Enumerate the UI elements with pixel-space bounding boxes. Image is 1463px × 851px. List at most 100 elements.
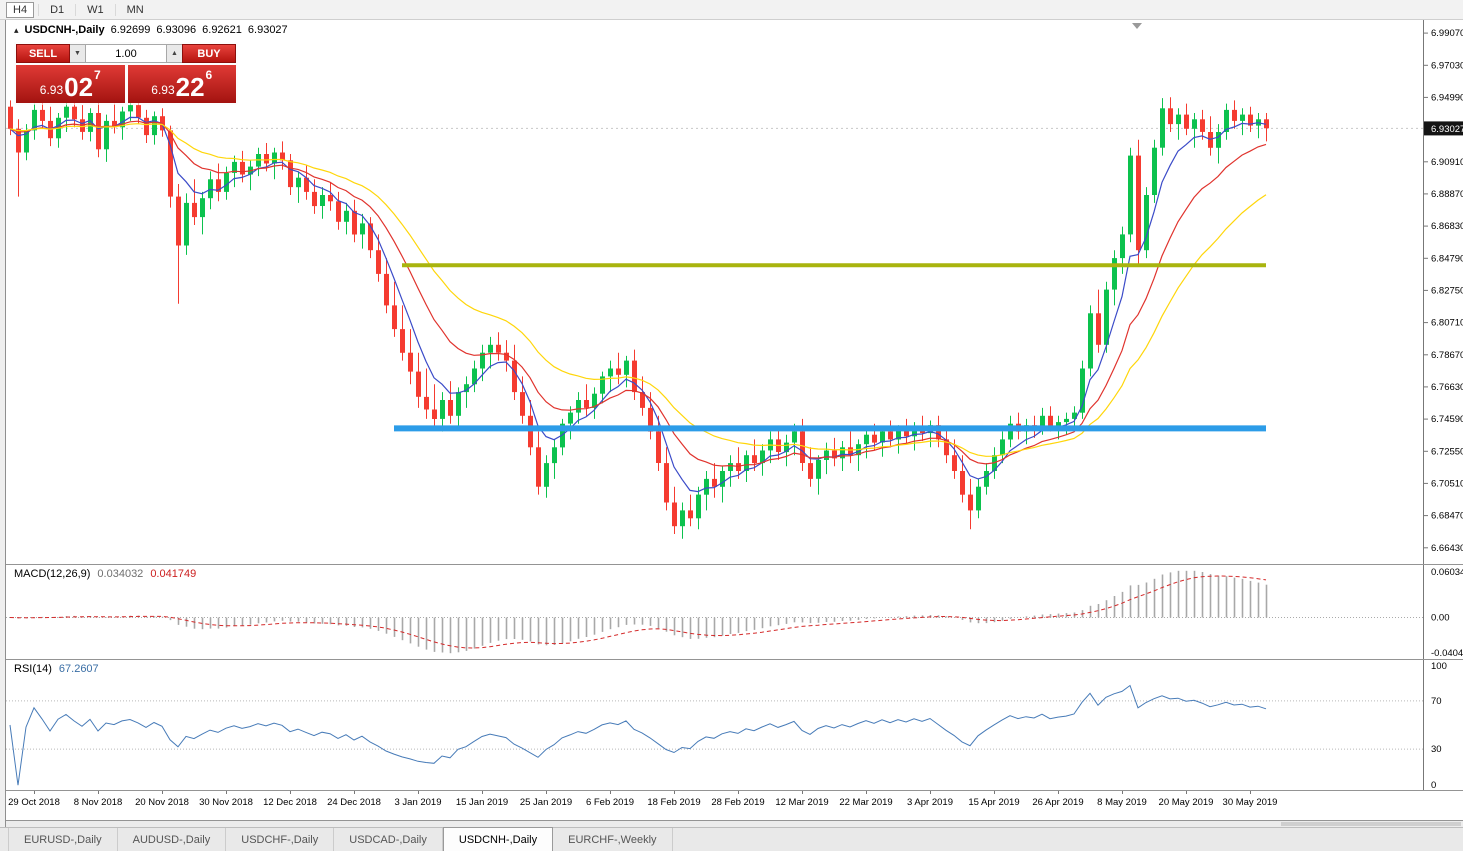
price-axis-label: 6.68470: [1431, 511, 1463, 522]
rsi-value: 67.2607: [58, 663, 99, 675]
date-axis[interactable]: 29 Oct 2018 8 Nov 2018 20 Nov 2018 30 Nov 2…: [6, 791, 1463, 821]
macd-histogram: [17, 570, 1268, 654]
date-axis-label: 20 May 2019: [1159, 797, 1214, 808]
chart-tab-eurchf-weekly[interactable]: EURCHF-,Weekly: [553, 828, 673, 851]
volume-decrease-button[interactable]: ▼: [70, 44, 85, 63]
date-axis-canvas: 29 Oct 2018 8 Nov 2018 20 Nov 2018 30 Nov 2…: [8, 791, 1278, 808]
axis-label: 6.93027: [1431, 124, 1463, 135]
ohlc-close: 6.93027: [247, 24, 288, 36]
date-axis-label: 22 Mar 2019: [839, 797, 892, 808]
date-axis-label: 30 May 2019: [1223, 797, 1278, 808]
price-axis-label: 6.74590: [1431, 414, 1463, 425]
date-axis-label: 12 Dec 2018: [263, 797, 317, 808]
macd-signal-value: 0.041749: [150, 568, 197, 580]
date-axis-label: 8 May 2019: [1097, 797, 1147, 808]
date-axis-label: 24 Dec 2018: [327, 797, 381, 808]
buy-price-sup: 6: [205, 68, 213, 82]
chart-tab-usdcnh-daily[interactable]: USDCNH-,Daily: [442, 827, 554, 851]
sell-price-prefix: 6.93: [39, 83, 64, 97]
chart-tab-eurusd-daily[interactable]: EURUSD-,Daily: [8, 828, 118, 851]
arrow-down-icon: ▼: [74, 50, 81, 57]
date-axis-label: 25 Jan 2019: [520, 797, 572, 808]
price-axis-label: 6.94990: [1431, 92, 1463, 103]
price-axis-label: 6.80710: [1431, 318, 1463, 329]
rsi-header: RSI(14) 67.2607: [14, 663, 99, 675]
rsi-axis-100: 100: [1431, 661, 1447, 672]
date-axis-label: 12 Mar 2019: [775, 797, 828, 808]
date-axis-label: 18 Feb 2019: [647, 797, 700, 808]
price-chart-canvas[interactable]: 6.99070 6.97030 6.94990 6.90910 6.88870 6.868…: [6, 20, 1463, 564]
price-axis-label: 6.84790: [1431, 253, 1463, 264]
buy-button[interactable]: BUY: [182, 44, 236, 63]
date-axis-label: 15 Jan 2019: [456, 797, 508, 808]
timeframe-button-w1[interactable]: W1: [80, 2, 111, 18]
macd-canvas[interactable]: 0.060342 0.00 -0.040441: [6, 565, 1463, 659]
horizontal-scrollbar[interactable]: [6, 821, 1463, 827]
price-axis-label: 6.76630: [1431, 382, 1463, 393]
one-click-trading-panel: SELL ▼ ▲ BUY 6.93 02 7 6.93 22 6: [14, 42, 238, 105]
price-pane: 6.99070 6.97030 6.94990 6.90910 6.88870 6.868…: [6, 20, 1463, 565]
arrow-up-icon: ▲: [171, 50, 178, 57]
price-axis-label: 6.78670: [1431, 350, 1463, 361]
toolbar-separator: [75, 3, 77, 16]
rsi-title: RSI(14): [14, 663, 52, 675]
timeframe-button-h4[interactable]: H4: [6, 1, 35, 18]
macd-axis-min: -0.040441: [1431, 648, 1463, 659]
sell-price-sup: 7: [94, 68, 101, 82]
rsi-pane: 100 70 30 0 RSI(14) 67.2607: [6, 660, 1463, 791]
symbol-ohlc-line: ▴ USDCNH-,Daily 6.92699 6.93096 6.92621 …: [14, 24, 288, 36]
rsi-line: [9, 684, 1267, 786]
date-axis-label: 15 Apr 2019: [968, 797, 1019, 808]
sell-price-big: 02: [64, 72, 94, 102]
date-axis-label: 28 Feb 2019: [711, 797, 764, 808]
candles-layer: [8, 97, 1269, 539]
scrollbar-thumb[interactable]: [1281, 822, 1461, 826]
timeframe-button-d1[interactable]: D1: [43, 2, 71, 18]
chart-tab-usdchf-daily[interactable]: USDCHF-,Daily: [226, 828, 335, 851]
buy-price-box[interactable]: 6.93 22 6: [127, 65, 236, 103]
chart-tab-audusd-daily[interactable]: AUDUSD-,Daily: [118, 828, 227, 851]
macd-pane: 0.060342 0.00 -0.040441 MACD(12,26,9) 0.03…: [6, 565, 1463, 660]
chart-tabs-bar: EURUSD-,Daily AUDUSD-,Daily USDCHF-,Daily U…: [0, 827, 1463, 851]
price-axis-label: 6.90910: [1431, 157, 1463, 168]
rsi-canvas[interactable]: 100 70 30 0: [6, 660, 1463, 790]
rsi-axis-70: 70: [1431, 696, 1442, 707]
sell-button[interactable]: SELL: [16, 44, 70, 63]
macd-header: MACD(12,26,9) 0.034032 0.041749: [14, 568, 196, 580]
rsi-axis-0: 0: [1431, 780, 1436, 790]
price-axis-label: 6.72550: [1431, 446, 1463, 457]
toolbar-separator: [38, 3, 40, 16]
price-axis-label: 6.66430: [1431, 543, 1463, 554]
date-axis-label: 6 Feb 2019: [586, 797, 634, 808]
current-price-tag: 6.93027: [1424, 121, 1463, 136]
date-axis-label: 20 Nov 2018: [135, 797, 189, 808]
one-click-collapse-icon[interactable]: ▴: [14, 24, 19, 35]
sell-price-box[interactable]: 6.93 02 7: [16, 65, 125, 103]
date-axis-label: 29 Oct 2018: [8, 797, 60, 808]
chart-tab-usdcad-daily[interactable]: USDCAD-,Daily: [334, 828, 443, 851]
macd-title: MACD(12,26,9): [14, 568, 91, 580]
timeframe-button-mn[interactable]: MN: [120, 2, 151, 18]
rsi-axis-30: 30: [1431, 744, 1442, 755]
symbol-name: USDCNH-,Daily: [24, 24, 105, 36]
date-axis-label: 3 Apr 2019: [907, 797, 953, 808]
ohlc-open: 6.92699: [110, 24, 151, 36]
timeframe-toolbar: H4 D1 W1 MN: [0, 0, 1463, 20]
macd-main-value: 0.034032: [97, 568, 144, 580]
ma-14-line: [9, 120, 1267, 467]
volume-input[interactable]: [85, 44, 167, 63]
chart-window: 6.99070 6.97030 6.94990 6.90910 6.88870 6.868…: [5, 20, 1463, 827]
date-axis-label: 3 Jan 2019: [394, 797, 441, 808]
price-axis-label: 6.97030: [1431, 60, 1463, 71]
ohlc-low: 6.92621: [202, 24, 242, 36]
macd-axis-zero: 0.00: [1431, 612, 1450, 623]
volume-increase-button[interactable]: ▲: [167, 44, 182, 63]
price-axis-label: 6.99070: [1431, 28, 1463, 39]
price-axis-label: 6.82750: [1431, 285, 1463, 296]
price-axis-label: 6.70510: [1431, 478, 1463, 489]
ohlc-high: 6.93096: [156, 24, 197, 36]
chart-shift-marker[interactable]: [1132, 23, 1142, 29]
macd-axis-max: 0.060342: [1431, 567, 1463, 578]
ma-26-line: [9, 123, 1267, 457]
buy-price-big: 22: [175, 72, 205, 102]
